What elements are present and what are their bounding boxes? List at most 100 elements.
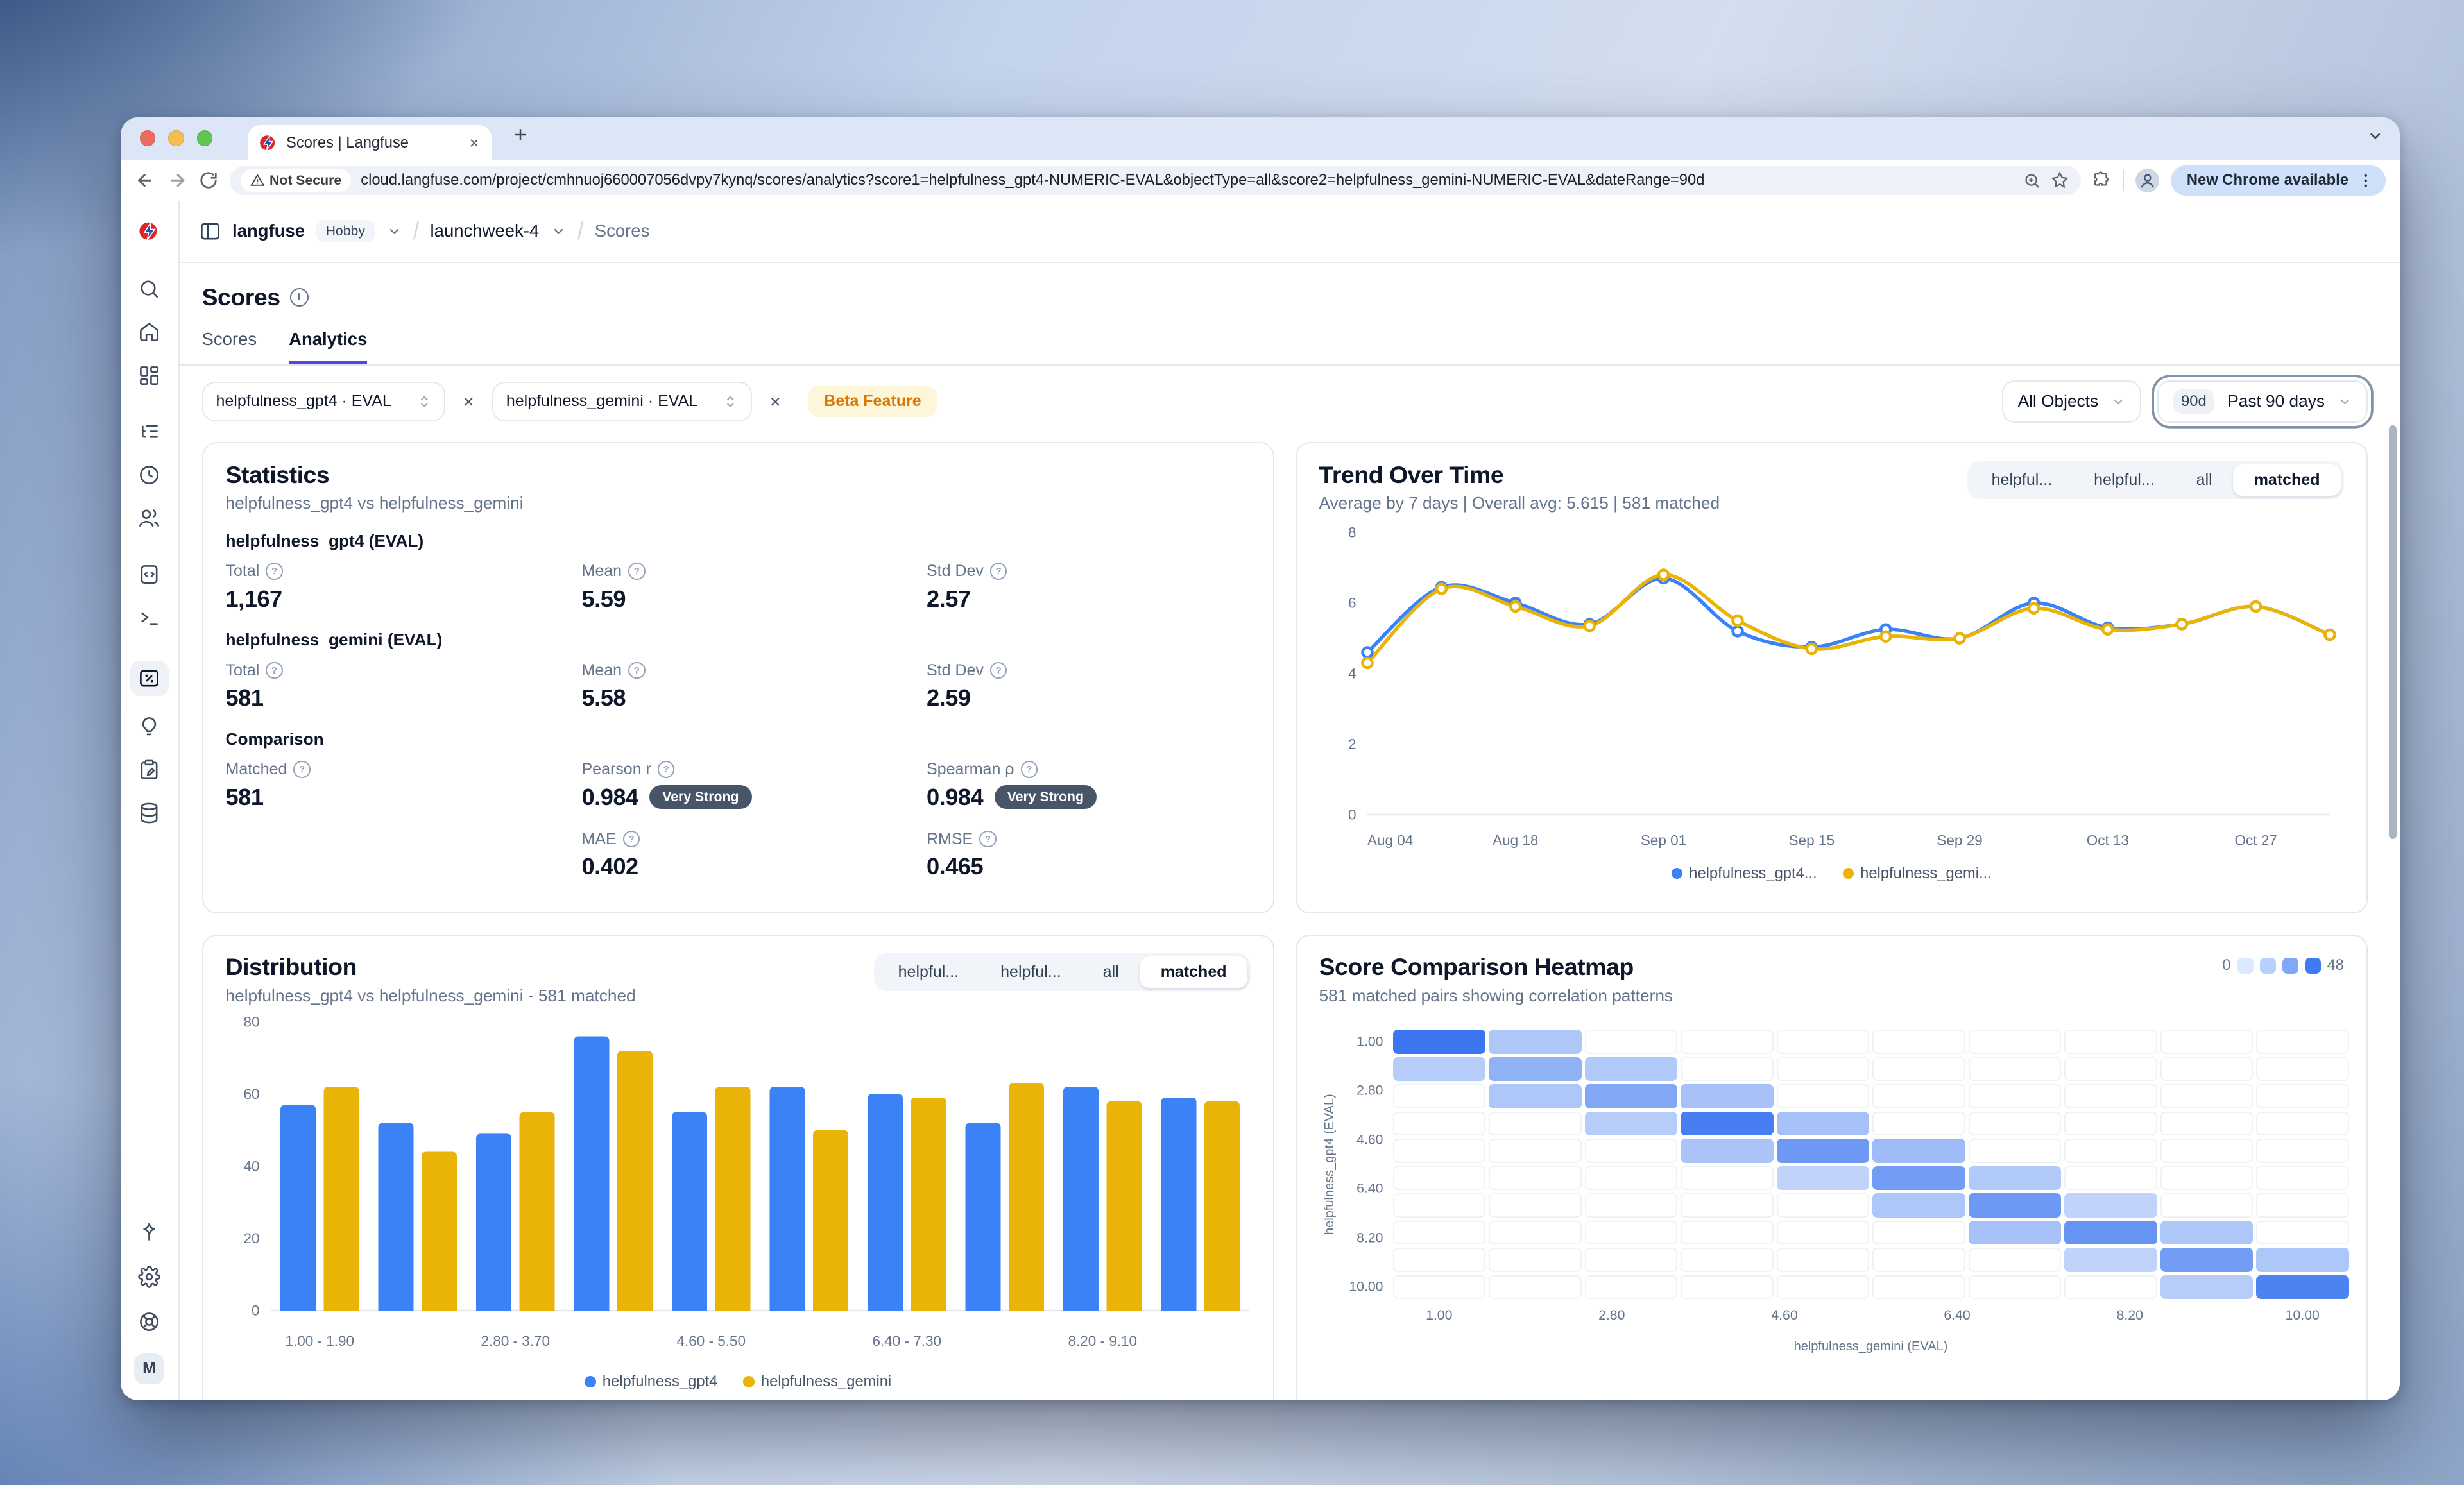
sidebar-item-playground[interactable] bbox=[132, 605, 167, 631]
close-button[interactable] bbox=[139, 130, 155, 146]
bookmark-star-icon[interactable] bbox=[2050, 171, 2069, 190]
heatmap-cell[interactable] bbox=[1968, 1275, 2061, 1299]
url-text[interactable]: cloud.langfuse.com/project/cmhnuoj660007… bbox=[361, 171, 1705, 189]
heatmap-cell[interactable] bbox=[1681, 1084, 1774, 1108]
heatmap-cell[interactable] bbox=[2064, 1084, 2157, 1108]
heatmap-cell[interactable] bbox=[2064, 1056, 2157, 1081]
object-type-select[interactable]: All Objects bbox=[2002, 380, 2142, 423]
sidebar-item-home[interactable] bbox=[132, 319, 167, 345]
heatmap-cell[interactable] bbox=[1584, 1248, 1677, 1272]
heatmap-cell[interactable] bbox=[1968, 1030, 2061, 1054]
help-icon[interactable] bbox=[622, 830, 640, 848]
heatmap-cell[interactable] bbox=[1392, 1248, 1485, 1272]
heatmap-cell[interactable] bbox=[2256, 1111, 2349, 1135]
chevron-down-icon[interactable] bbox=[551, 223, 567, 239]
heatmap-cell[interactable] bbox=[1584, 1084, 1677, 1108]
toggle-option[interactable]: helpful... bbox=[1000, 963, 1061, 981]
heatmap-cell[interactable] bbox=[1584, 1030, 1677, 1054]
heatmap-cell[interactable] bbox=[1392, 1275, 1485, 1299]
heatmap-cell[interactable] bbox=[1968, 1166, 2061, 1190]
tab-close-icon[interactable] bbox=[468, 137, 481, 149]
score1-select[interactable]: helpfulness_gpt4 · EVAL bbox=[201, 382, 446, 421]
heatmap-cell[interactable] bbox=[2160, 1166, 2253, 1190]
help-icon[interactable] bbox=[293, 761, 311, 778]
heatmap-cell[interactable] bbox=[1489, 1220, 1582, 1244]
chevron-down-icon[interactable] bbox=[386, 223, 402, 239]
heatmap-cell[interactable] bbox=[1584, 1166, 1677, 1190]
sidebar-item-datasets[interactable] bbox=[132, 801, 167, 826]
heatmap-cell[interactable] bbox=[1489, 1193, 1582, 1218]
heatmap-cell[interactable] bbox=[1872, 1166, 1965, 1190]
heatmap-cell[interactable] bbox=[1489, 1166, 1582, 1190]
help-icon[interactable] bbox=[979, 830, 997, 848]
score2-remove-button[interactable] bbox=[763, 395, 787, 409]
sidebar-item-sessions[interactable] bbox=[132, 462, 167, 488]
heatmap-cell[interactable] bbox=[1872, 1275, 1965, 1299]
panel-toggle-icon[interactable] bbox=[199, 220, 221, 242]
heatmap-cell[interactable] bbox=[2064, 1220, 2157, 1244]
heatmap-cell[interactable] bbox=[1392, 1166, 1485, 1190]
forward-button[interactable] bbox=[167, 170, 188, 191]
heatmap-cell[interactable] bbox=[1392, 1139, 1485, 1163]
heatmap-cell[interactable] bbox=[1681, 1056, 1774, 1081]
help-icon[interactable] bbox=[266, 661, 283, 679]
heatmap-cell[interactable] bbox=[2064, 1139, 2157, 1163]
heatmap-cell[interactable] bbox=[1872, 1248, 1965, 1272]
toggle-option[interactable]: all bbox=[1102, 963, 1119, 981]
toggle-option[interactable]: helpful... bbox=[898, 963, 959, 981]
help-icon[interactable] bbox=[657, 761, 675, 778]
info-icon[interactable] bbox=[289, 288, 309, 307]
heatmap-cell[interactable] bbox=[1776, 1220, 1869, 1244]
user-avatar[interactable]: M bbox=[133, 1353, 165, 1384]
tab-analytics[interactable]: Analytics bbox=[289, 329, 368, 364]
heatmap-cell[interactable] bbox=[1584, 1220, 1677, 1244]
heatmap-cell[interactable] bbox=[1681, 1139, 1774, 1163]
sidebar-item-users[interactable] bbox=[132, 505, 167, 531]
help-icon[interactable] bbox=[628, 661, 646, 679]
heatmap-cell[interactable] bbox=[1776, 1111, 1869, 1135]
heatmap-cell[interactable] bbox=[1584, 1139, 1677, 1163]
sidebar-item-dashboards[interactable] bbox=[132, 362, 167, 388]
heatmap-cell[interactable] bbox=[2064, 1248, 2157, 1272]
heatmap-cell[interactable] bbox=[1968, 1193, 2061, 1218]
heatmap-cell[interactable] bbox=[2256, 1275, 2349, 1299]
heatmap-cell[interactable] bbox=[1392, 1220, 1485, 1244]
sidebar-item-settings[interactable] bbox=[132, 1264, 167, 1289]
heatmap-cell[interactable] bbox=[1872, 1220, 1965, 1244]
heatmap-cell[interactable] bbox=[2064, 1275, 2157, 1299]
heatmap-cell[interactable] bbox=[1776, 1248, 1869, 1272]
browser-tab[interactable]: Scores | Langfuse bbox=[248, 125, 492, 160]
heatmap-cell[interactable] bbox=[2160, 1193, 2253, 1218]
heatmap-cell[interactable] bbox=[2256, 1139, 2349, 1163]
help-icon[interactable] bbox=[989, 563, 1007, 580]
heatmap-cell[interactable] bbox=[1681, 1166, 1774, 1190]
extensions-icon[interactable] bbox=[2092, 171, 2111, 190]
sidebar-item-annotation[interactable] bbox=[132, 757, 167, 783]
sidebar-item-support[interactable] bbox=[132, 1309, 167, 1334]
zoom-button[interactable] bbox=[196, 130, 212, 146]
scrollbar-thumb[interactable] bbox=[2388, 425, 2397, 839]
heatmap-cell[interactable] bbox=[1681, 1030, 1774, 1054]
heatmap-cell[interactable] bbox=[2256, 1030, 2349, 1054]
heatmap-cell[interactable] bbox=[2256, 1248, 2349, 1272]
heatmap-cell[interactable] bbox=[1392, 1193, 1485, 1218]
heatmap-cell[interactable] bbox=[2160, 1248, 2253, 1272]
heatmap-cell[interactable] bbox=[2064, 1111, 2157, 1135]
heatmap-cell[interactable] bbox=[1392, 1111, 1485, 1135]
back-button[interactable] bbox=[135, 170, 156, 191]
heatmap-cell[interactable] bbox=[2160, 1056, 2253, 1081]
heatmap-cell[interactable] bbox=[1872, 1193, 1965, 1218]
heatmap-cell[interactable] bbox=[1872, 1111, 1965, 1135]
heatmap-cell[interactable] bbox=[2064, 1193, 2157, 1218]
heatmap-cell[interactable] bbox=[1489, 1084, 1582, 1108]
sidebar-item-scores[interactable] bbox=[130, 661, 169, 696]
score1-remove-button[interactable] bbox=[457, 395, 481, 409]
langfuse-logo[interactable] bbox=[121, 201, 178, 262]
heatmap-cell[interactable] bbox=[1776, 1275, 1869, 1299]
sidebar-item-tracing[interactable] bbox=[132, 419, 167, 445]
breadcrumb-project[interactable]: launchweek-4 bbox=[430, 221, 540, 241]
help-icon[interactable] bbox=[989, 661, 1007, 679]
heatmap-cell[interactable] bbox=[2256, 1056, 2349, 1081]
heatmap-cell[interactable] bbox=[1489, 1139, 1582, 1163]
heatmap-cell[interactable] bbox=[1776, 1139, 1869, 1163]
